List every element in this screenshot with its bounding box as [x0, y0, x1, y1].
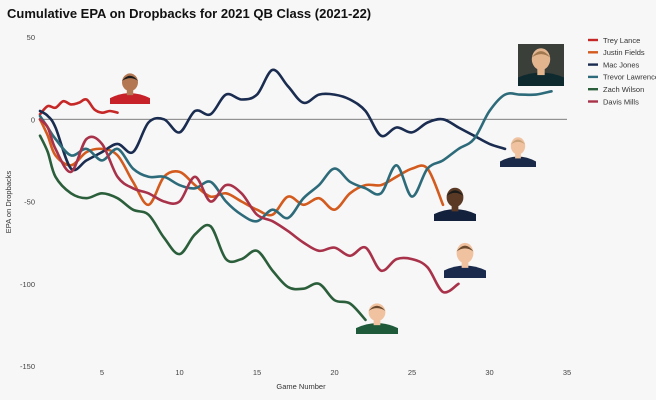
chart-title: Cumulative EPA on Dropbacks for 2021 QB …: [7, 6, 371, 21]
x-tick-label: 10: [175, 368, 183, 377]
legend-label-zach-wilson: Zach Wilson: [603, 85, 644, 94]
x-tick-label: 30: [485, 368, 493, 377]
x-tick-label: 15: [253, 368, 261, 377]
x-tick-label: 35: [563, 368, 571, 377]
neck: [373, 317, 381, 326]
y-tick-label: 50: [27, 33, 35, 42]
neck: [461, 259, 469, 268]
jersey: [518, 72, 564, 86]
y-tick-label: -150: [20, 362, 35, 371]
series-layer: [38, 68, 553, 322]
legend-label-davis-mills: Davis Mills: [603, 97, 639, 106]
player-photo-trey-lance: [110, 73, 150, 104]
series-line-trevor-lawrence: [38, 90, 553, 223]
legend: Trey Lance Justin Fields Mac Jones Trevor L…: [588, 36, 656, 106]
hair: [531, 51, 551, 58]
jersey: [434, 209, 476, 221]
legend-label-trey-lance: Trey Lance: [603, 36, 640, 45]
player-photo-trevor-lawrence: [518, 44, 564, 86]
jersey: [500, 156, 536, 167]
neck: [515, 151, 521, 159]
jersey: [444, 265, 486, 278]
x-tick-label: 5: [100, 368, 104, 377]
axes: 50 0 -50 -100 -150 5 10 15 20 25 30 35: [20, 33, 571, 377]
hair: [510, 139, 526, 145]
hair: [368, 305, 386, 311]
player-photo-mac-jones: [500, 137, 536, 167]
series-line-justin-fields: [38, 118, 445, 217]
neck: [537, 65, 545, 76]
neck: [451, 203, 459, 212]
hair: [446, 190, 464, 196]
player-photo-davis-mills: [444, 242, 486, 278]
x-tick-label: 20: [330, 368, 338, 377]
y-axis-label: EPA on Dropbacks: [4, 171, 13, 234]
x-tick-label: 25: [408, 368, 416, 377]
legend-label-trevor-lawrence: Trevor Lawrence: [603, 73, 656, 82]
legend-label-mac-jones: Mac Jones: [603, 60, 640, 69]
jersey: [356, 323, 398, 334]
player-photo-zach-wilson: [356, 303, 398, 334]
neck: [126, 87, 134, 96]
hair: [122, 75, 138, 81]
legend-label-justin-fields: Justin Fields: [603, 48, 645, 57]
y-tick-label: 0: [31, 115, 35, 124]
series-line-zach-wilson: [38, 134, 367, 322]
y-tick-label: -50: [24, 198, 35, 207]
series-line-mac-jones: [38, 68, 507, 172]
player-photos: [110, 44, 564, 334]
hair: [456, 245, 474, 252]
series-line-trey-lance: [38, 98, 119, 116]
player-photo-justin-fields: [434, 187, 476, 221]
series-line-davis-mills: [38, 118, 460, 294]
jersey: [110, 93, 150, 104]
x-axis-label: Game Number: [276, 382, 326, 391]
y-tick-label: -100: [20, 280, 35, 289]
